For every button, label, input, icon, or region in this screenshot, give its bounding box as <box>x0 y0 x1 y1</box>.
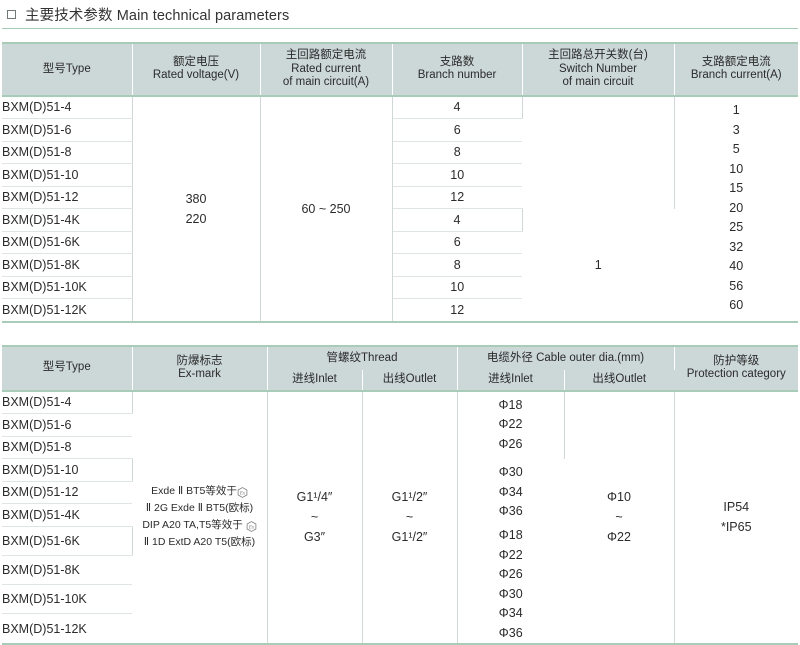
branch-number-cell: 12 <box>392 186 522 209</box>
type-cell: BXM(D)51-4K <box>2 209 132 232</box>
rated-current-cell: 60 ~ 250 <box>260 96 392 322</box>
switch-number-cell-upper <box>522 96 674 209</box>
type-cell: BXM(D)51-6 <box>2 119 132 142</box>
page-title: 主要技术参数 Main technical parameters <box>25 4 289 25</box>
type-cell: BXM(D)51-6 <box>2 414 132 437</box>
table-row: BXM(D)51-4 380 220 60 ~ 250 4 1 3 5 10 1… <box>2 96 798 119</box>
protection-cell: IP54 *IP65 <box>674 391 798 645</box>
branch-number-cell: 6 <box>392 119 522 142</box>
switch-number-cell-lower: 1 <box>522 209 674 322</box>
table1-header-row: 型号Type 额定电压 Rated voltage(V) 主回路额定电流 Rat… <box>2 43 798 96</box>
cable-inlet-cell-group1: Φ18 Φ22 Φ26 <box>457 391 564 459</box>
ex-certification-icon: Ex <box>237 487 248 498</box>
cable-outlet-cell: Φ10 ~ Φ22 <box>564 391 674 645</box>
svg-text:Ex: Ex <box>248 525 255 530</box>
header-type: 型号Type <box>2 43 132 96</box>
type-cell: BXM(D)51-8 <box>2 436 132 459</box>
svg-text:Ex: Ex <box>239 491 246 496</box>
type-cell: BXM(D)51-12 <box>2 186 132 209</box>
type-cell: BXM(D)51-6K <box>2 526 132 555</box>
header-protection: 防护等级 Protection category <box>674 346 798 391</box>
table2-header-row-top: 型号Type 防爆标志 Ex-mark 管螺纹Thread 电缆外径 Cable… <box>2 346 798 371</box>
type-cell: BXM(D)51-4K <box>2 504 132 527</box>
header-cable-group: 电缆外径 Cable outer dia.(mm) <box>457 346 674 371</box>
rated-voltage-cell: 380 220 <box>132 96 260 322</box>
branch-number-cell: 10 <box>392 164 522 187</box>
square-outline-icon <box>7 10 16 19</box>
header-cable-inlet: 进线Inlet <box>457 370 564 391</box>
type-cell: BXM(D)51-12 <box>2 481 132 504</box>
type-cell: BXM(D)51-6K <box>2 231 132 254</box>
header-thread-inlet: 进线Inlet <box>267 370 362 391</box>
thread-outlet-cell: G1¹/2″ ~ G1¹/2″ <box>362 391 457 645</box>
table-gap <box>0 323 800 345</box>
type-cell: BXM(D)51-8 <box>2 141 132 164</box>
header-thread-outlet: 出线Outlet <box>362 370 457 391</box>
type-cell: BXM(D)51-8K <box>2 555 132 584</box>
type-cell: BXM(D)51-10 <box>2 164 132 187</box>
header-cable-outlet: 出线Outlet <box>564 370 674 391</box>
header-thread-group: 管螺纹Thread <box>267 346 457 371</box>
header-branch-number: 支路数 Branch number <box>392 43 522 96</box>
branch-number-cell: 8 <box>392 141 522 164</box>
header-branch-current: 支路额定电流 Branch current(A) <box>674 43 798 96</box>
header-ex-mark: 防爆标志 Ex-mark <box>132 346 267 391</box>
type-cell: BXM(D)51-8K <box>2 254 132 277</box>
header-rated-voltage: 额定电压 Rated voltage(V) <box>132 43 260 96</box>
type-cell: BXM(D)51-4 <box>2 96 132 119</box>
cable-inlet-cell-group2: Φ30 Φ34 Φ36 <box>457 459 564 527</box>
header-switch-number: 主回路总开关数(台) Switch Number of main circuit <box>522 43 674 96</box>
branch-number-cell: 4 <box>392 209 522 232</box>
page-title-bar: 主要技术参数 Main technical parameters <box>0 0 800 28</box>
type-cell: BXM(D)51-4 <box>2 391 132 414</box>
thread-inlet-cell: G1¹/4″ ~ G3″ <box>267 391 362 645</box>
branch-number-cell: 8 <box>392 254 522 277</box>
branch-current-cell: 1 3 5 10 15 20 25 32 40 56 60 <box>674 96 798 322</box>
type-cell: BXM(D)51-10 <box>2 459 132 482</box>
type-cell: BXM(D)51-12K <box>2 299 132 322</box>
branch-number-cell: 4 <box>392 96 522 119</box>
branch-number-cell: 6 <box>392 231 522 254</box>
branch-number-cell: 10 <box>392 276 522 299</box>
header-type: 型号Type <box>2 346 132 391</box>
main-technical-parameters-table: 型号Type 额定电压 Rated voltage(V) 主回路额定电流 Rat… <box>2 42 798 323</box>
branch-number-cell: 12 <box>392 299 522 322</box>
type-cell: BXM(D)51-12K <box>2 614 132 644</box>
ex-certification-icon: Ex <box>246 521 257 532</box>
type-cell: BXM(D)51-10K <box>2 585 132 614</box>
mechanical-parameters-table: 型号Type 防爆标志 Ex-mark 管螺纹Thread 电缆外径 Cable… <box>2 345 798 645</box>
type-cell: BXM(D)51-10K <box>2 276 132 299</box>
title-divider <box>2 28 798 29</box>
cable-inlet-cell-group3: Φ18 Φ22 Φ26 Φ30 Φ34 Φ36 <box>457 526 564 644</box>
header-rated-current: 主回路额定电流 Rated current of main circuit(A) <box>260 43 392 96</box>
